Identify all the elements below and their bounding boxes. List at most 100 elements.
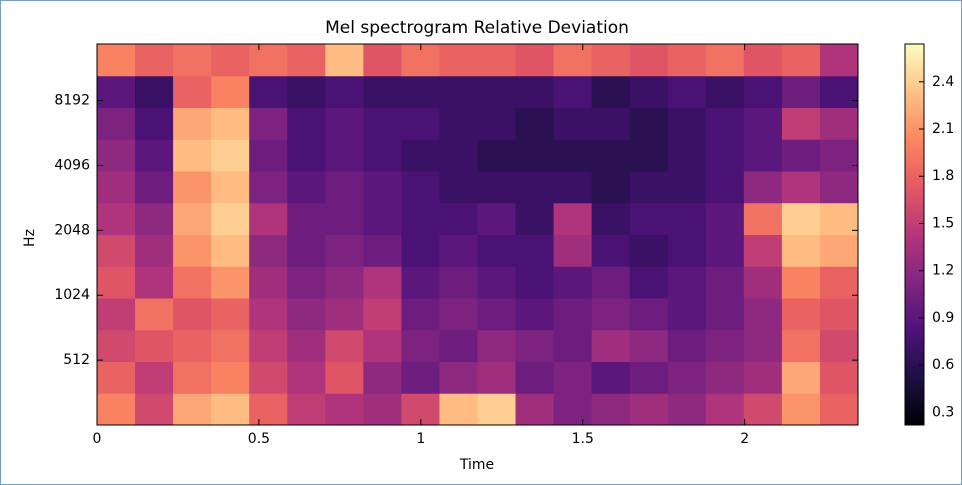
heatmap-cell	[439, 393, 478, 426]
heatmap-cell	[515, 171, 555, 204]
heatmap-cell	[287, 75, 326, 108]
heatmap-cell	[591, 393, 631, 426]
heatmap-cell	[363, 202, 402, 235]
heatmap-cell	[211, 75, 250, 108]
heatmap-cell	[743, 139, 783, 172]
heatmap-cell	[439, 139, 478, 172]
heatmap-cell	[781, 44, 821, 77]
heatmap-cell	[249, 234, 288, 267]
heatmap-cell	[401, 107, 440, 140]
heatmap-cell	[819, 361, 859, 394]
heatmap-cell	[705, 266, 745, 299]
heatmap-cell	[591, 44, 631, 77]
heatmap-cell	[743, 266, 783, 299]
heatmap-cell	[591, 75, 631, 108]
heatmap-cell	[553, 202, 593, 235]
heatmap-cell	[439, 75, 478, 108]
heatmap-cell	[819, 171, 859, 204]
heatmap-cell	[743, 234, 783, 267]
heatmap-cell	[439, 107, 478, 140]
heatmap-cell	[135, 75, 174, 108]
heatmap-cell	[515, 393, 555, 426]
heatmap-cell	[135, 393, 174, 426]
heatmap-cell	[97, 393, 136, 426]
heatmap-cell	[325, 266, 364, 299]
heatmap-cell	[173, 266, 212, 299]
heatmap-cell	[705, 171, 745, 204]
heatmap-cell	[667, 75, 707, 108]
colorbar-tick-label: 1.5	[932, 215, 954, 231]
heatmap-cell	[591, 202, 631, 235]
heatmap-cell	[553, 266, 593, 299]
heatmap-cell	[211, 266, 250, 299]
heatmap-cell	[401, 361, 440, 394]
colorbar-tick-label: 2.1	[932, 121, 954, 137]
heatmap-cell	[363, 139, 402, 172]
heatmap-cell	[249, 202, 288, 235]
heatmap-cell	[97, 266, 136, 299]
heatmap-cell	[211, 361, 250, 394]
heatmap-cell	[515, 234, 555, 267]
heatmap-cell	[515, 329, 555, 362]
heatmap-cell	[667, 361, 707, 394]
heatmap-cell	[629, 44, 669, 77]
y-tick-label: 4096	[54, 157, 90, 173]
heatmap-cell	[591, 171, 631, 204]
heatmap-cell	[515, 75, 555, 108]
heatmap-cell	[363, 361, 402, 394]
heatmap-cell	[553, 139, 593, 172]
heatmap-cell	[477, 393, 517, 426]
heatmap	[97, 44, 859, 426]
heatmap-cell	[553, 171, 593, 204]
heatmap-cell	[591, 234, 631, 267]
heatmap-cell	[705, 329, 745, 362]
heatmap-cell	[97, 234, 136, 267]
heatmap-cell	[135, 44, 174, 77]
heatmap-cell	[135, 139, 174, 172]
heatmap-cell	[135, 266, 174, 299]
heatmap-cell	[477, 266, 517, 299]
heatmap-cell	[667, 266, 707, 299]
heatmap-cell	[173, 202, 212, 235]
heatmap-cell	[439, 266, 478, 299]
y-tick-label: 512	[63, 352, 90, 368]
x-tick-label: 0.5	[248, 431, 270, 447]
heatmap-cell	[97, 44, 136, 77]
heatmap-cell	[211, 329, 250, 362]
heatmap-cell	[743, 75, 783, 108]
heatmap-cell	[705, 234, 745, 267]
heatmap-cell	[743, 107, 783, 140]
heatmap-cell	[667, 298, 707, 331]
heatmap-cell	[781, 202, 821, 235]
heatmap-cell	[629, 75, 669, 108]
heatmap-cell	[743, 393, 783, 426]
heatmap-cell	[743, 171, 783, 204]
x-tick-label: 1.5	[572, 431, 594, 447]
heatmap-cell	[325, 361, 364, 394]
heatmap-cell	[477, 44, 517, 77]
heatmap-cell	[325, 393, 364, 426]
heatmap-cell	[781, 75, 821, 108]
heatmap-cell	[477, 234, 517, 267]
heatmap-cell	[401, 139, 440, 172]
heatmap-cell	[667, 393, 707, 426]
heatmap-cell	[97, 329, 136, 362]
heatmap-cell	[325, 107, 364, 140]
heatmap-cell	[743, 361, 783, 394]
heatmap-cell	[705, 44, 745, 77]
heatmap-cell	[705, 393, 745, 426]
heatmap-cell	[401, 202, 440, 235]
heatmap-cell	[211, 107, 250, 140]
heatmap-cell	[363, 393, 402, 426]
heatmap-cell	[401, 234, 440, 267]
heatmap-cell	[173, 139, 212, 172]
colorbar-tick-label: 1.8	[932, 168, 954, 184]
heatmap-cell	[515, 361, 555, 394]
heatmap-cell	[477, 107, 517, 140]
heatmap-cell	[249, 107, 288, 140]
heatmap-cell	[287, 44, 326, 77]
heatmap-cell	[325, 202, 364, 235]
heatmap-cell	[553, 107, 593, 140]
heatmap-cell	[667, 44, 707, 77]
heatmap-cell	[287, 266, 326, 299]
